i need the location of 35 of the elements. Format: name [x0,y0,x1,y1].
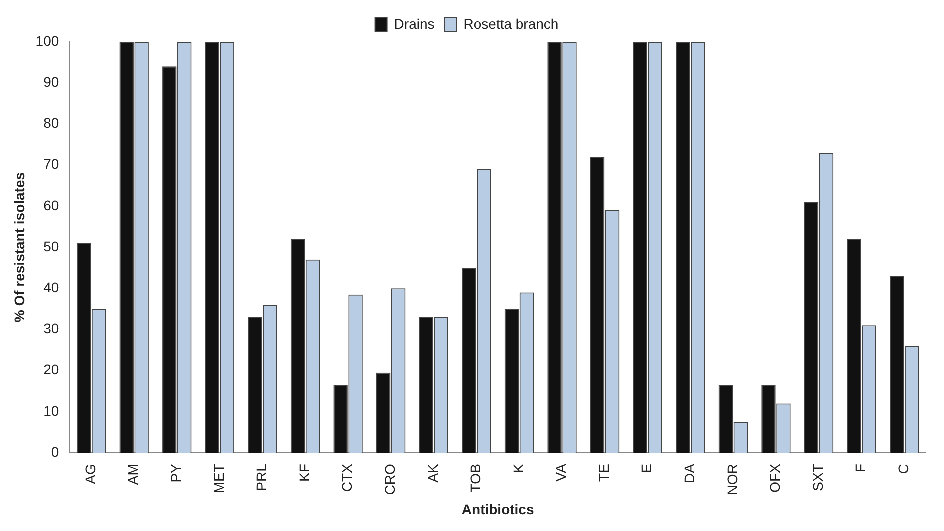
y-tick-label: 10 [44,402,60,419]
x-tick-label: VA [553,463,570,482]
y-tick-label: 40 [44,280,60,296]
x-tick-label: AG [82,464,98,484]
y-axis-title: % Of resistant isolates [11,172,28,323]
y-tick-label: 80 [44,115,60,132]
x-tick-label: MET [210,464,227,494]
x-tick-label: K [510,463,526,474]
x-tick-label: KF [296,464,312,482]
y-tick-label: 30 [44,320,60,337]
y-tick-label: 100 [36,32,60,49]
x-tick-label: E [638,464,655,474]
x-axis-title: Antibiotics [462,501,534,518]
legend-label: Rosetta branch [464,16,559,32]
x-tick-label: DA [682,463,698,484]
x-tick-label: F [852,464,869,473]
x-tick-label: OFX [767,463,784,493]
y-tick-label: 20 [44,362,60,378]
x-tick-label: TE [596,464,612,482]
x-tick-label: NOR [724,464,740,496]
y-tick-label: 70 [44,156,60,172]
x-tick-label: PY [168,463,184,483]
legend-label: Drains [394,16,435,32]
y-tick-label: 0 [51,444,60,460]
y-tick-label: 90 [44,74,60,90]
x-tick-label: TOB [468,464,484,493]
x-tick-label: CTX [339,463,356,492]
x-tick-label: PRL [254,464,270,492]
x-tick-label: AM [125,464,142,486]
x-tick-label: AK [424,463,441,483]
x-tick-label: CRO [382,464,398,496]
x-tick-label: C [895,464,912,474]
y-tick-label: 50 [44,238,60,254]
x-tick-label: SXT [810,464,826,492]
y-tick-label: 60 [44,197,60,214]
